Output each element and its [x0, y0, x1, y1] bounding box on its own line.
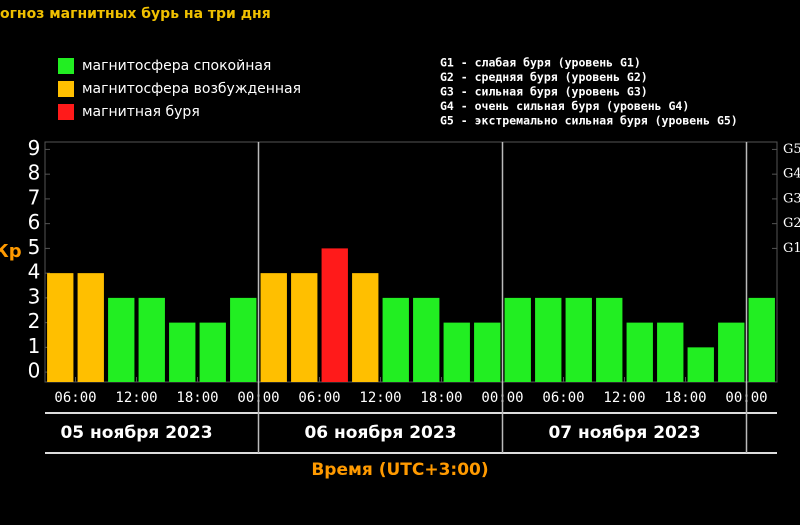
x-tick-label: 12:00 — [115, 390, 157, 406]
bar — [474, 322, 501, 382]
bar — [535, 297, 562, 382]
y-axis-label: Кр — [0, 241, 22, 262]
legend-label: магнитная буря — [82, 104, 200, 120]
y2-tick-label: G3 — [783, 191, 800, 206]
g-legend-item: G3 - сильная буря (уровень G3) — [440, 85, 648, 99]
g-legend-item: G2 - средняя буря (уровень G2) — [440, 70, 648, 84]
y-tick-label: 1 — [28, 334, 41, 358]
x-tick-label: 06:00 — [542, 390, 584, 406]
bar — [596, 297, 623, 382]
y-tick-label: 2 — [28, 309, 41, 333]
x-tick-label: 18:00 — [176, 390, 218, 406]
bar — [748, 297, 775, 382]
y2-tick-label: G2 — [783, 216, 800, 231]
y2-tick-label: G1 — [783, 241, 800, 256]
bar — [657, 322, 684, 382]
bar — [199, 322, 226, 382]
legend-swatch — [58, 58, 74, 74]
bar — [230, 297, 257, 382]
legend-swatch — [58, 104, 74, 120]
bar — [169, 322, 196, 382]
y-tick-label: 9 — [28, 136, 41, 160]
x-tick-label: 06:00 — [54, 390, 96, 406]
bar — [291, 273, 318, 382]
y2-tick-label: G5 — [783, 142, 800, 157]
y2-tick-label: G4 — [783, 167, 800, 182]
bar — [321, 248, 348, 382]
day-label: 07 ноября 2023 — [548, 423, 700, 443]
g-legend-item: G1 - слабая буря (уровень G1) — [440, 56, 641, 70]
y-tick-label: 8 — [28, 161, 41, 185]
bar — [47, 273, 74, 382]
bar — [108, 297, 135, 382]
day-label: 05 ноября 2023 — [60, 423, 212, 443]
legend-swatch — [58, 81, 74, 97]
x-tick-label: 12:00 — [603, 390, 645, 406]
chart-title: огноз магнитных бурь на три дня — [0, 6, 271, 22]
bar — [260, 273, 287, 382]
bar — [77, 273, 104, 382]
x-tick-label: 06:00 — [298, 390, 340, 406]
bar — [382, 297, 409, 382]
bar — [352, 273, 379, 382]
bar — [413, 297, 440, 382]
y-tick-label: 3 — [28, 284, 41, 308]
x-tick-label: 18:00 — [420, 390, 462, 406]
x-tick-label: 12:00 — [359, 390, 401, 406]
x-axis-label: Время (UTC+3:00) — [311, 460, 488, 480]
y-tick-label: 0 — [28, 359, 41, 383]
bar — [565, 297, 592, 382]
legend-label: магнитосфера возбужденная — [82, 81, 301, 97]
y-tick-label: 7 — [28, 185, 41, 209]
bar — [626, 322, 653, 382]
legend-label: магнитосфера спокойная — [82, 58, 271, 74]
y-tick-label: 4 — [28, 260, 41, 284]
y-tick-label: 5 — [28, 235, 41, 259]
g-legend-item: G4 - очень сильная буря (уровень G4) — [440, 99, 689, 113]
y-tick-label: 6 — [28, 210, 41, 234]
day-label: 06 ноября 2023 — [304, 423, 456, 443]
bar — [687, 347, 714, 382]
plot-frame — [44, 141, 778, 383]
bar — [718, 322, 745, 382]
bar — [504, 297, 531, 382]
bar — [138, 297, 165, 382]
g-legend-item: G5 - экстремально сильная буря (уровень … — [440, 114, 738, 128]
x-tick-label: 18:00 — [664, 390, 706, 406]
bar — [443, 322, 470, 382]
